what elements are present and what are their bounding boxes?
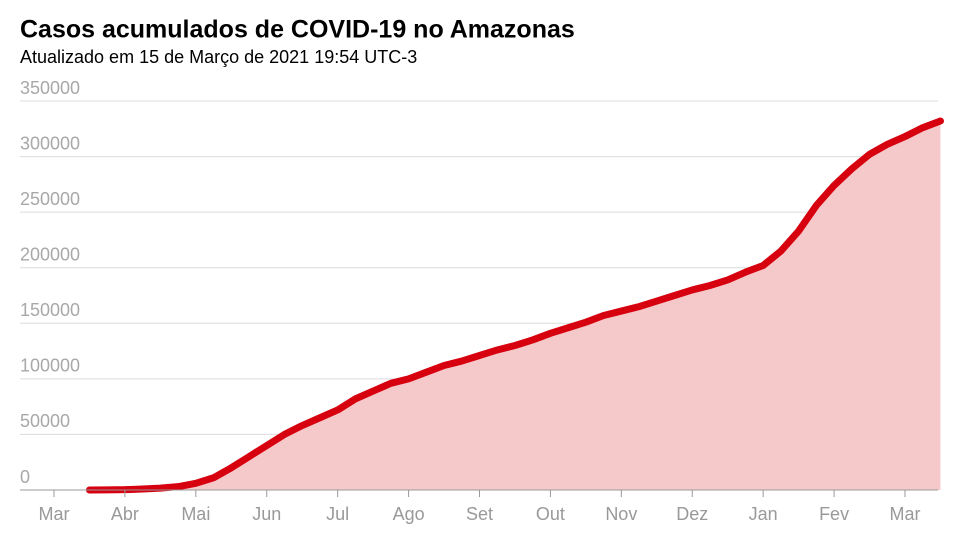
x-tick-label: Dez: [676, 504, 708, 524]
area: [89, 121, 941, 491]
y-tick-label: 350000: [20, 78, 80, 98]
x-tick-label: Mai: [181, 504, 210, 524]
x-tick-label: Out: [536, 504, 565, 524]
x-tick-label: Fev: [819, 504, 849, 524]
x-tick-label: Mar: [39, 504, 70, 524]
y-tick-label: 0: [20, 467, 30, 487]
y-tick-label: 300000: [20, 133, 80, 153]
x-tick-label: Mar: [890, 504, 921, 524]
line: [85, 117, 944, 494]
y-tick-label: 250000: [20, 189, 80, 209]
x-tick-label: Jan: [749, 504, 778, 524]
y-tick-label: 200000: [20, 244, 80, 264]
x-tick-label: Nov: [605, 504, 637, 524]
y-tick-label: 150000: [20, 300, 80, 320]
x-tick-label: Jun: [252, 504, 281, 524]
x-tick-label: Set: [466, 504, 493, 524]
y-tick-label: 50000: [20, 411, 70, 431]
chart-subtitle: Atualizado em 15 de Março de 2021 19:54 …: [20, 47, 417, 67]
x-tick-label: Abr: [111, 504, 139, 524]
x-tick-label: Ago: [393, 504, 425, 524]
y-tick-label: 100000: [20, 356, 80, 376]
x-tick-label: Jul: [326, 504, 349, 524]
chart-title: Casos acumulados de COVID-19 no Amazonas: [20, 16, 575, 44]
